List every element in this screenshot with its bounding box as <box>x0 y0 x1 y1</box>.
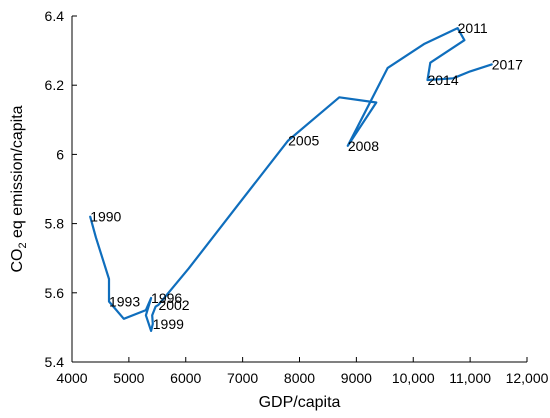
x-tick-label: 4000 <box>56 370 87 386</box>
point-labels: 1990 1993 1996 1999 2002 2005 2008 2011 2014 2017 <box>90 20 523 332</box>
y-axis-label-main: CO <box>9 249 26 273</box>
year-label-1990: 1990 <box>90 209 121 225</box>
x-tick-label: 6000 <box>170 370 201 386</box>
y-tick-label: 6.4 <box>45 8 65 24</box>
x-ticks: 4000 5000 6000 7000 8000 9000 10,000 11,000 12,0… <box>56 357 549 386</box>
year-label-2011: 2011 <box>458 20 488 36</box>
x-tick-label: 12,000 <box>506 370 549 386</box>
year-label-2014: 2014 <box>427 72 458 88</box>
x-tick-label: 5000 <box>113 370 144 386</box>
y-ticks: 5.4 5.6 5.8 6 6.2 6.4 <box>45 8 77 370</box>
y-tick-label: 5.6 <box>45 285 65 301</box>
year-label-2002: 2002 <box>158 297 189 313</box>
year-label-1996: 1996 <box>151 290 182 306</box>
year-label-2017: 2017 <box>492 56 523 72</box>
year-label-1993: 1993 <box>109 293 140 309</box>
y-axis-label-subscript: 2 <box>17 242 29 248</box>
year-label-2008: 2008 <box>348 138 379 154</box>
y-tick-label: 5.8 <box>45 216 65 232</box>
year-label-2005: 2005 <box>288 133 319 149</box>
year-label-1999: 1999 <box>153 316 184 332</box>
y-tick-label: 6 <box>56 146 64 162</box>
x-tick-label: 9000 <box>341 370 372 386</box>
y-tick-label: 6.2 <box>45 77 65 93</box>
x-axis-label: GDP/capita <box>259 394 341 411</box>
x-tick-label: 10,000 <box>392 370 435 386</box>
x-tick-label: 8000 <box>284 370 315 386</box>
y-tick-label: 5.4 <box>45 354 65 370</box>
x-tick-label: 11,000 <box>449 370 491 386</box>
y-axis-label-rest: eq emission/capita <box>9 105 26 242</box>
x-tick-label: 7000 <box>227 370 258 386</box>
y-axis-label: CO2 eq emission/capita <box>9 105 29 272</box>
series-line <box>89 27 493 332</box>
axes <box>71 16 527 363</box>
